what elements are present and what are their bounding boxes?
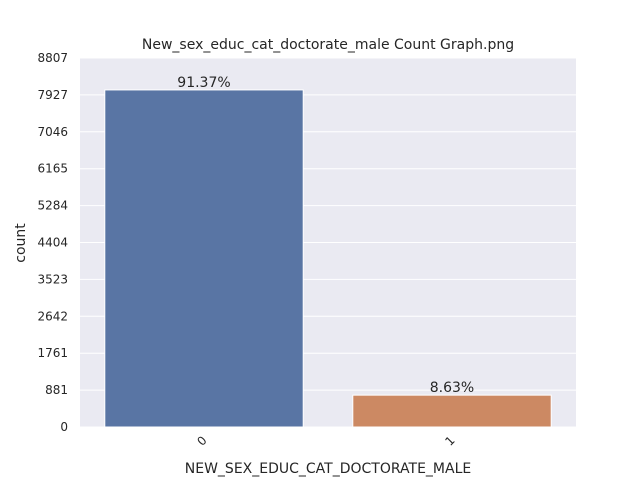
bars <box>104 89 552 428</box>
y-tick-label: 7927 <box>37 88 68 102</box>
y-tick-label: 3523 <box>37 272 68 286</box>
y-tick-label: 5284 <box>37 199 68 213</box>
y-tick-label: 4404 <box>37 235 68 249</box>
y-tick-label: 881 <box>45 383 68 397</box>
y-axis-ticks: 0 881 1761 2642 3523 4404 5284 6165 7046 7927 8807 <box>37 51 68 434</box>
x-tick-label-1: 1 <box>442 433 457 448</box>
data-label-1: 8.63% <box>430 380 474 396</box>
y-tick-label: 8807 <box>37 51 68 65</box>
y-tick-label: 7046 <box>37 125 68 139</box>
data-labels: 91.37% 8.63% <box>177 75 474 396</box>
data-label-0: 91.37% <box>177 75 230 91</box>
y-tick-label: 1761 <box>37 346 68 360</box>
bar-0 <box>104 89 304 428</box>
chart-title: New_sex_educ_cat_doctorate_male Count Gr… <box>142 37 514 53</box>
y-tick-label: 0 <box>60 420 68 434</box>
y-tick-label: 6165 <box>37 162 68 176</box>
bar-1 <box>352 394 552 428</box>
y-axis-label: count <box>13 223 29 263</box>
y-tick-label: 2642 <box>37 309 68 323</box>
x-axis-label: NEW_SEX_EDUC_CAT_DOCTORATE_MALE <box>185 461 471 477</box>
x-tick-label-0: 0 <box>194 433 209 448</box>
